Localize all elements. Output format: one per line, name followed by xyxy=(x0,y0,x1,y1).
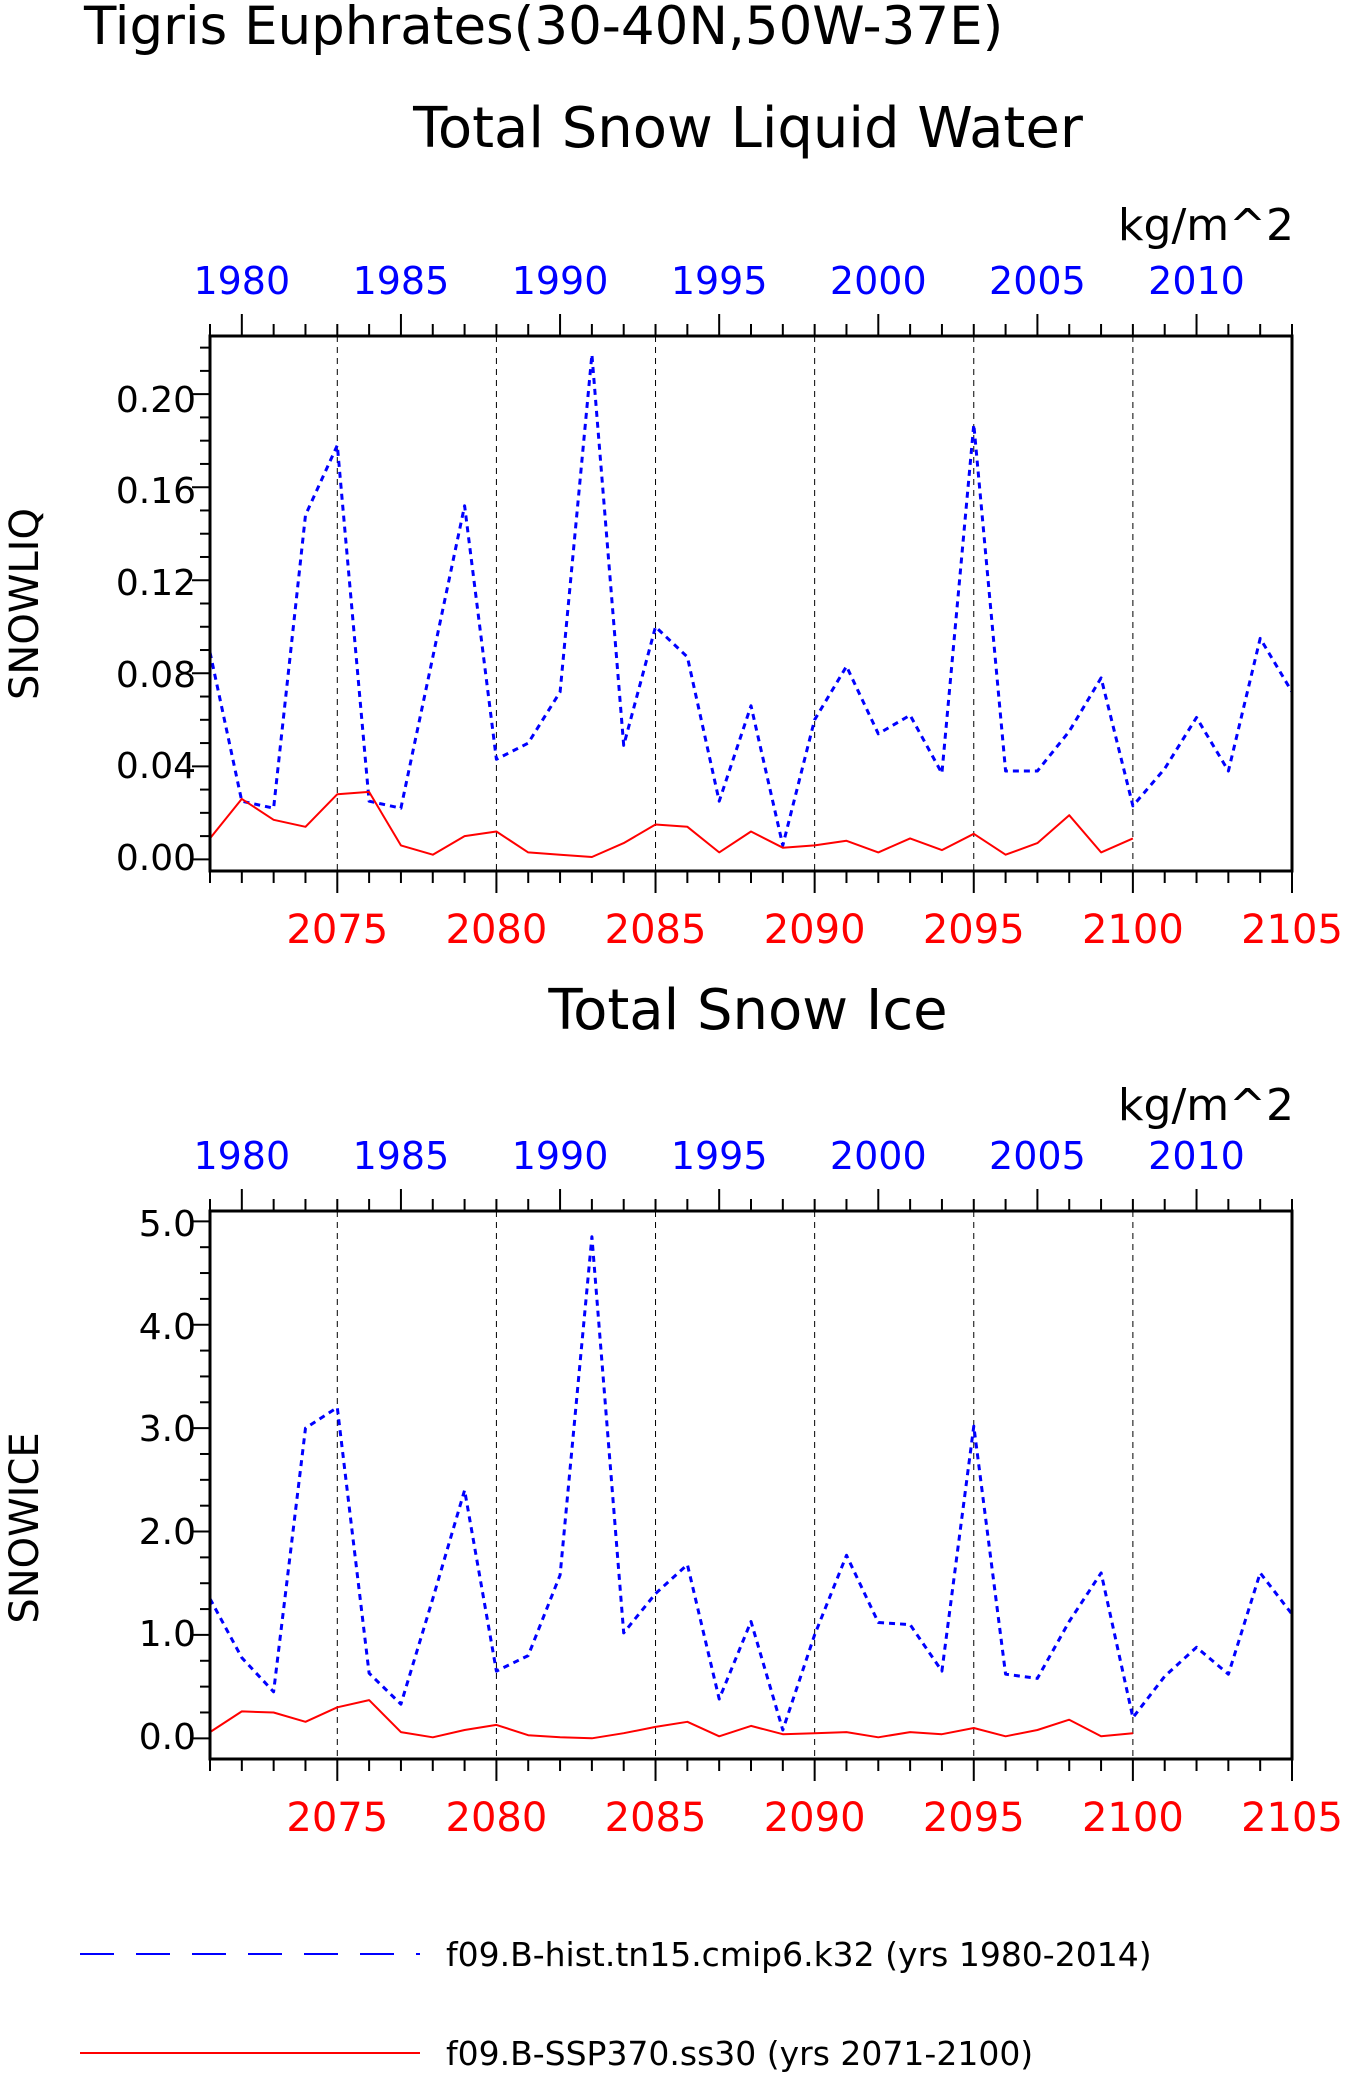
panel-1-frame xyxy=(208,334,1294,873)
panel-1-bottom-axis-labels: 2075 2080 2085 2090 2095 2100 2105 xyxy=(286,907,1343,953)
panel-2-bottom-axis-labels: 2075 2080 2085 2090 2095 2100 2105 xyxy=(286,1795,1343,1841)
bottom-axis-tick-label: 2085 xyxy=(605,1795,707,1841)
ytick-label: 0.16 xyxy=(116,471,196,512)
bottom-axis-tick-label: 2075 xyxy=(286,1795,388,1841)
ssp-series-line xyxy=(209,790,1134,858)
top-axis-tick-label: 1995 xyxy=(671,259,768,303)
main-title: Tigris Euphrates(30-40N,50W-37E) xyxy=(83,0,1003,57)
top-axis-tick-label: 2000 xyxy=(830,259,927,303)
top-axis-tick-label: 1990 xyxy=(512,1134,609,1178)
top-axis-tick-label: 1985 xyxy=(353,259,450,303)
hist-series-line xyxy=(208,1235,1294,1732)
bottom-axis-tick-label: 2080 xyxy=(446,907,548,953)
top-axis-tick-label: 2000 xyxy=(830,1134,927,1178)
ytick-label: 0.08 xyxy=(116,655,196,696)
top-axis-tick-label: 1985 xyxy=(353,1134,450,1178)
top-axis-tick-label: 2005 xyxy=(989,1134,1086,1178)
ytick-label: 2.0 xyxy=(139,1512,196,1553)
panel-1-top-axis-labels: 1980 1985 1990 1995 2000 2005 2010 xyxy=(193,259,1244,303)
bottom-axis-tick-label: 2095 xyxy=(923,907,1025,953)
bottom-axis-tick-label: 2105 xyxy=(1241,1795,1343,1841)
ytick-label: 0.0 xyxy=(139,1717,196,1758)
top-axis-tick-label: 2010 xyxy=(1148,1134,1245,1178)
bottom-axis-tick-label: 2090 xyxy=(764,907,866,953)
legend-hist-label: f09.B-hist.tn15.cmip6.k32 (yrs 1980-2014… xyxy=(446,1935,1152,1974)
ytick-label: 0.00 xyxy=(116,838,196,879)
panel-2-series xyxy=(208,1235,1294,1740)
hist-series-line xyxy=(208,353,1294,847)
panel-1-series xyxy=(208,353,1294,858)
bottom-axis-tick-label: 2095 xyxy=(923,1795,1025,1841)
panel-2-units: kg/m^2 xyxy=(1118,1080,1294,1131)
bottom-axis-tick-label: 2085 xyxy=(605,907,707,953)
panel-1-grid xyxy=(336,336,1134,871)
panel-2-ylabel: SNOWICE xyxy=(2,1432,48,1623)
ytick-label: 3.0 xyxy=(139,1409,196,1450)
ytick-label: 0.04 xyxy=(116,746,196,787)
bottom-axis-tick-label: 2090 xyxy=(764,1795,866,1841)
bottom-axis-tick-label: 2075 xyxy=(286,907,388,953)
panel-1-ylabel: SNOWLIQ xyxy=(2,508,48,700)
top-axis-tick-label: 1990 xyxy=(512,259,609,303)
panel-2-ytick-labels: 0.0 1.0 2.0 3.0 4.0 5.0 xyxy=(139,1204,196,1758)
panel-2-title: Total Snow Ice xyxy=(547,978,947,1043)
panel-1-units: kg/m^2 xyxy=(1118,200,1294,251)
legend-ssp-label: f09.B-SSP370.ss30 (yrs 2071-2100) xyxy=(446,2034,1033,2073)
top-axis-tick-label: 1995 xyxy=(671,1134,768,1178)
panel-2-ticks xyxy=(192,1189,1293,1781)
ytick-label: 0.20 xyxy=(116,380,196,421)
panel-1-ticks xyxy=(192,314,1293,893)
bottom-axis-tick-label: 2100 xyxy=(1082,907,1184,953)
panel-2-top-axis-labels: 1980 1985 1990 1995 2000 2005 2010 xyxy=(193,1134,1244,1178)
ytick-label: 4.0 xyxy=(139,1307,196,1348)
panel-2-grid xyxy=(336,1211,1134,1759)
bottom-axis-tick-label: 2080 xyxy=(446,1795,548,1841)
ytick-label: 1.0 xyxy=(139,1614,196,1655)
panel-1-ytick-labels: 0.00 0.04 0.08 0.12 0.16 0.20 xyxy=(116,380,196,879)
top-axis-tick-label: 2005 xyxy=(989,259,1086,303)
top-axis-tick-label: 1980 xyxy=(193,259,290,303)
ytick-label: 0.12 xyxy=(116,563,196,604)
ytick-label: 5.0 xyxy=(139,1204,196,1245)
legend: f09.B-hist.tn15.cmip6.k32 (yrs 1980-2014… xyxy=(80,1935,1152,2073)
bottom-axis-tick-label: 2100 xyxy=(1082,1795,1184,1841)
top-axis-tick-label: 1980 xyxy=(193,1134,290,1178)
ssp-series-line xyxy=(209,1699,1133,1740)
top-axis-tick-label: 2010 xyxy=(1148,259,1245,303)
panel-2-frame xyxy=(208,1209,1294,1761)
panel-1-title: Total Snow Liquid Water xyxy=(412,96,1084,161)
bottom-axis-tick-label: 2105 xyxy=(1241,907,1343,953)
